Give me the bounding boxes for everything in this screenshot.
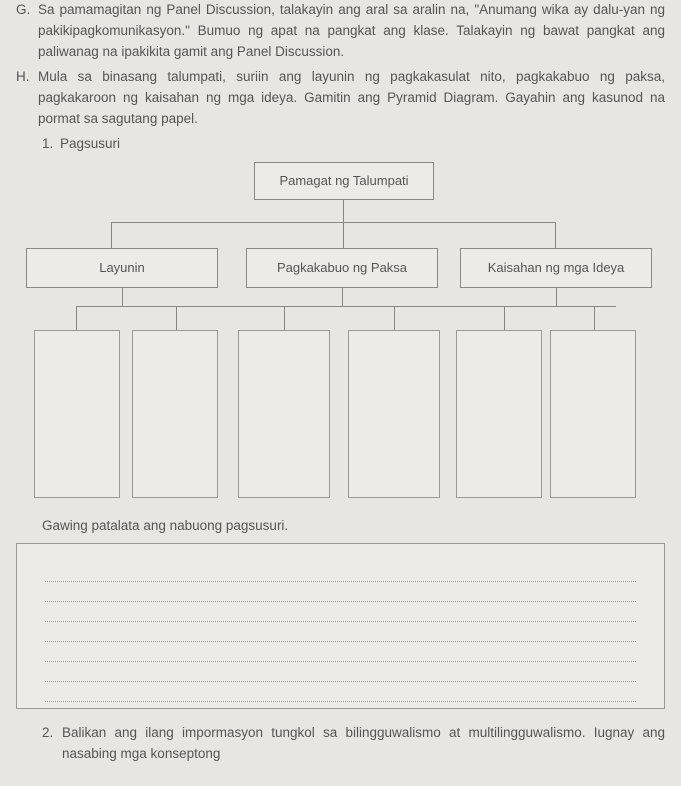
connector [284, 306, 285, 330]
diagram-row2-box [348, 330, 440, 498]
instruction-item-h: H. Mula sa binasang talumpati, suriin an… [16, 67, 665, 155]
writing-line [45, 662, 636, 682]
writing-line [45, 562, 636, 582]
connector [343, 200, 344, 222]
instruction-item-g: G. Sa pamamagitan ng Panel Discussion, t… [16, 0, 665, 63]
subitem-text: Balikan ang ilang impormasyon tungkol sa… [62, 723, 665, 765]
connector [111, 222, 556, 223]
diagram-row1-box: Layunin [26, 248, 218, 288]
connector [504, 306, 505, 330]
subitem-2: 2. Balikan ang ilang impormasyon tungkol… [16, 723, 665, 765]
writing-box [16, 543, 665, 709]
diagram-row2-box [238, 330, 330, 498]
connector [555, 222, 556, 248]
connector [342, 288, 343, 306]
item-letter: H. [16, 67, 38, 155]
writing-line [45, 622, 636, 642]
writing-line [45, 642, 636, 662]
connector [122, 288, 123, 306]
connector [176, 306, 177, 330]
item-text: Mula sa binasang talumpati, suriin ang l… [38, 67, 665, 130]
connector [111, 222, 112, 248]
item-letter: G. [16, 0, 38, 63]
connector [594, 306, 595, 330]
pyramid-diagram: Pamagat ng Talumpati Layunin Pagkakabuo … [16, 162, 665, 502]
connector [76, 306, 77, 330]
diagram-top-box: Pamagat ng Talumpati [254, 162, 434, 200]
connector [343, 222, 344, 248]
diagram-row2-box [132, 330, 218, 498]
subitem-1: 1. Pagsusuri [38, 134, 665, 155]
diagram-row1-box: Kaisahan ng mga Ideya [460, 248, 652, 288]
subitem-number: 1. [38, 134, 60, 155]
writing-line [45, 682, 636, 702]
item-text: Sa pamamagitan ng Panel Discussion, tala… [38, 0, 665, 63]
writing-line [45, 602, 636, 622]
connector [556, 288, 557, 306]
diagram-row2-box [550, 330, 636, 498]
connector [394, 306, 395, 330]
diagram-caption: Gawing patalata ang nabuong pagsusuri. [42, 516, 665, 537]
subitem-number: 2. [42, 723, 62, 765]
subitem-label: Pagsusuri [60, 134, 120, 155]
diagram-row1-box: Pagkakabuo ng Paksa [246, 248, 438, 288]
diagram-row2-box [456, 330, 542, 498]
diagram-row2-box [34, 330, 120, 498]
connector [76, 306, 616, 307]
writing-line [45, 582, 636, 602]
